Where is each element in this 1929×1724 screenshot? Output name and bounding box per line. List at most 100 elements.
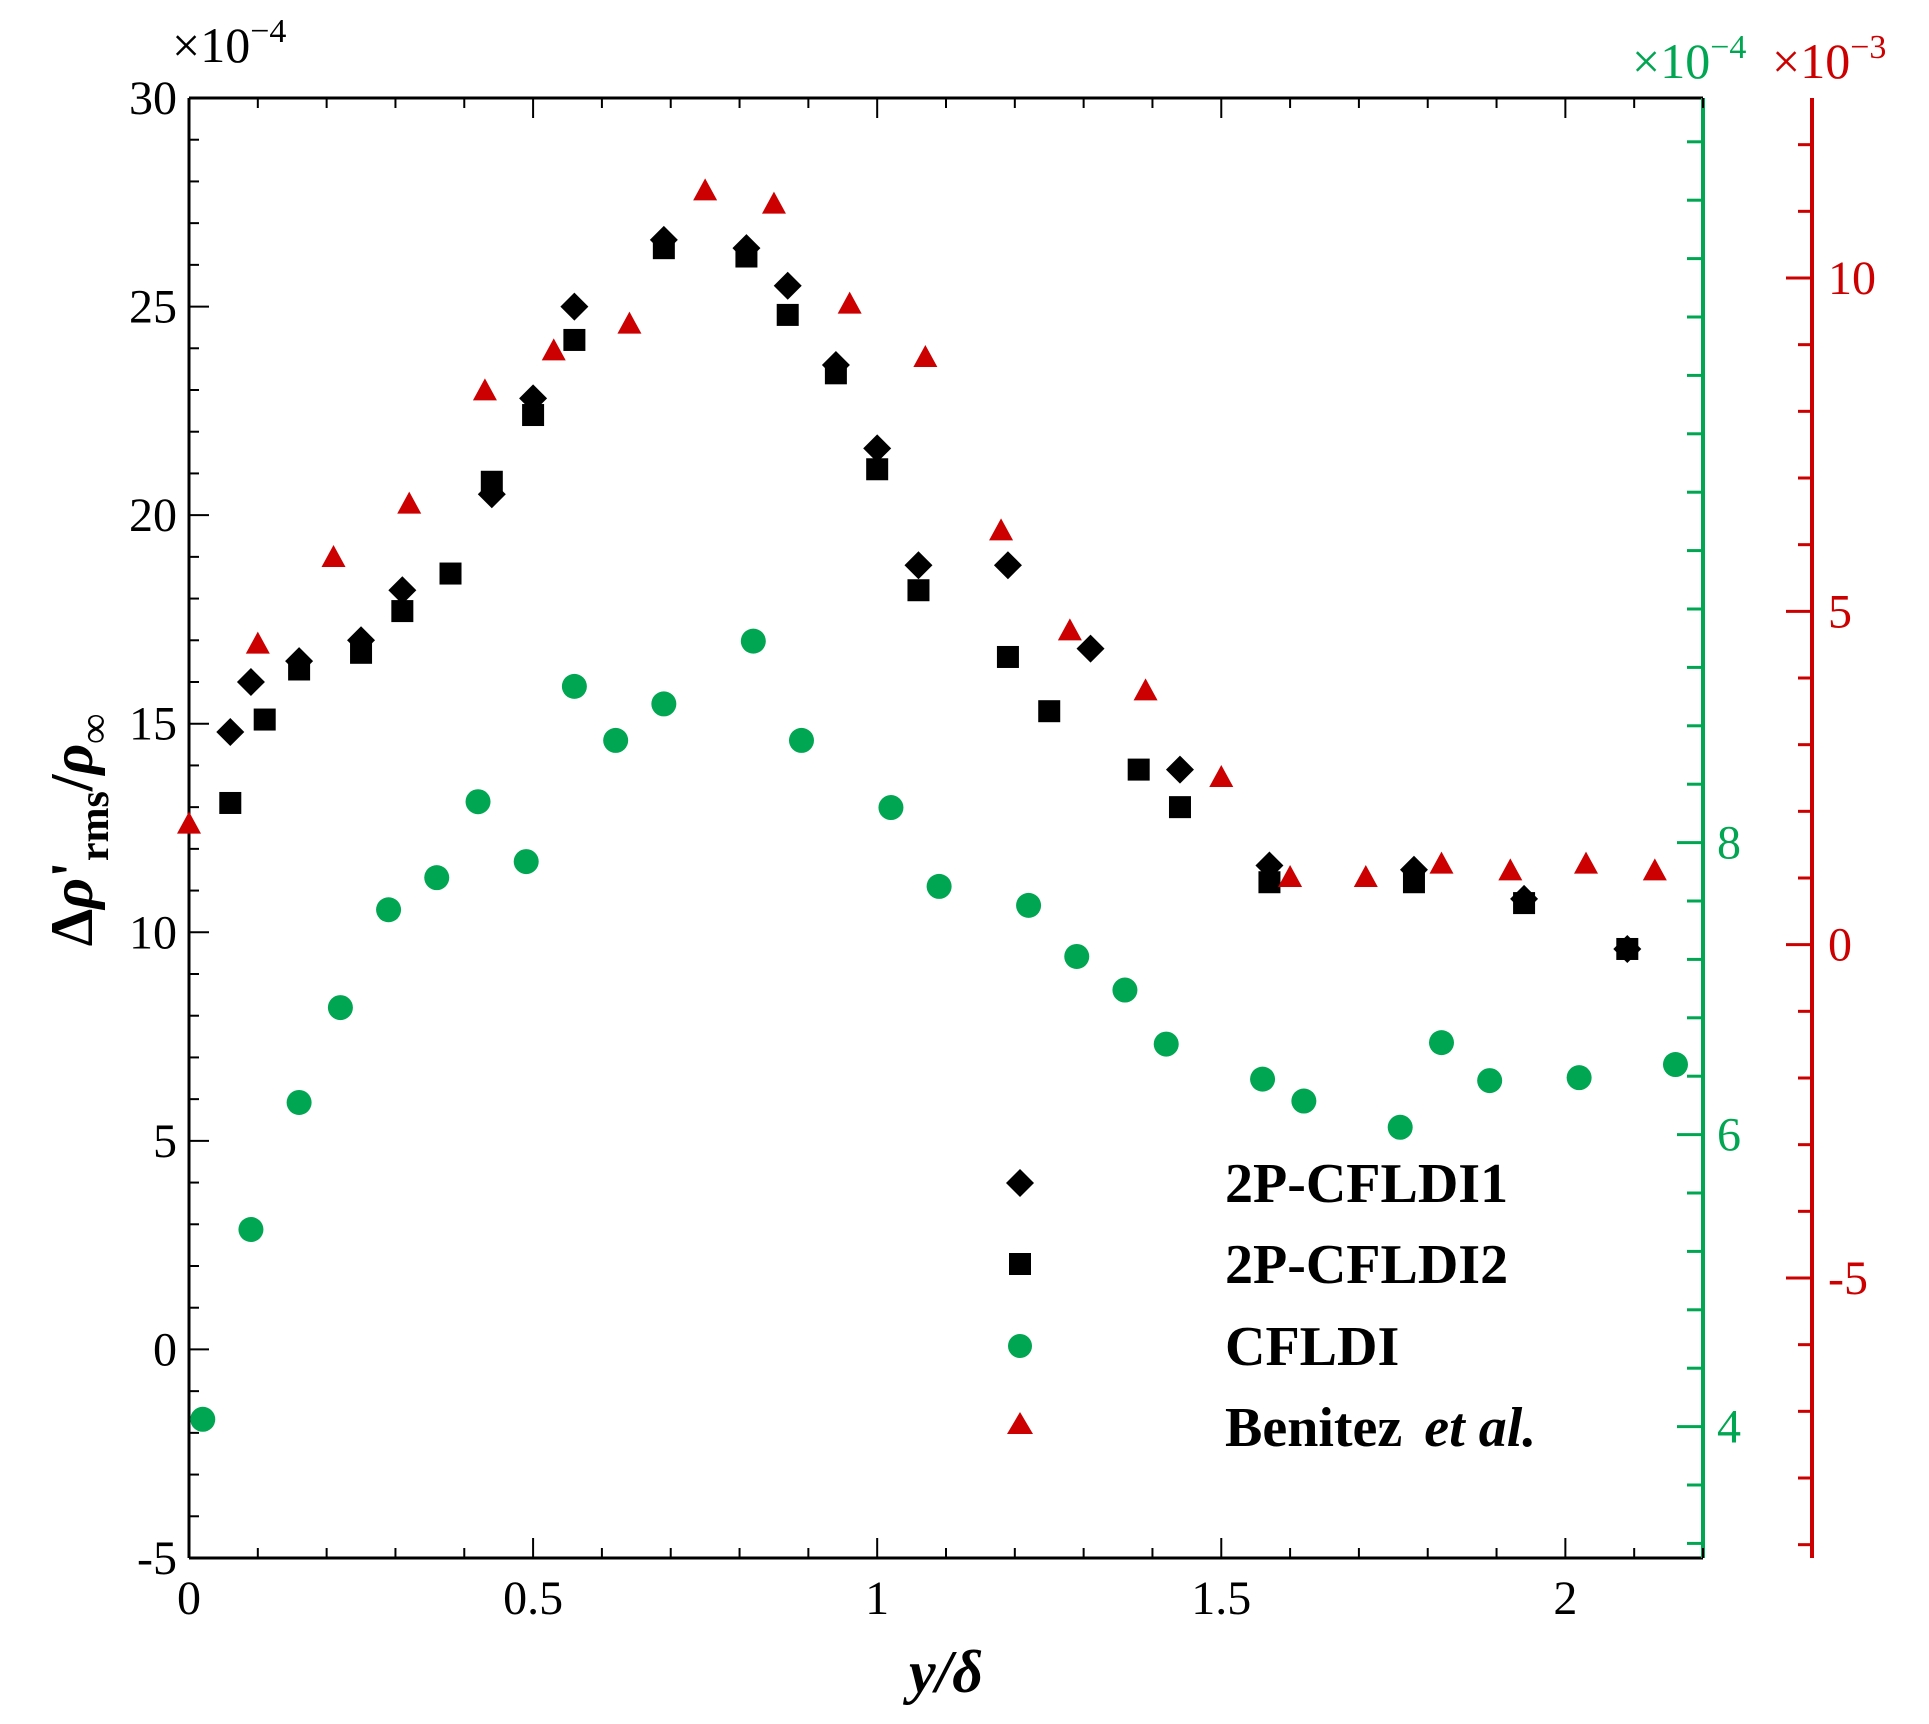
2p-cfldi1-point [773, 271, 802, 300]
cfldi-point [878, 795, 904, 821]
benitez-et-al-point [472, 378, 497, 401]
benitez-et-al-point [321, 545, 346, 567]
2p-cfldi2-point [776, 303, 799, 326]
2p-cfldi2-point [563, 328, 586, 351]
axis-ticks [188, 97, 1812, 1559]
y-green-tick-label: 8 [1717, 817, 1741, 870]
2p-cfldi2-point [907, 579, 930, 602]
benitez-et-al-point [1429, 851, 1454, 874]
cfldi-point [1387, 1114, 1413, 1140]
2p-cfldi1-point [560, 292, 589, 321]
2p-cfldi2-point [522, 404, 545, 427]
red-axis-multiplier: ×10−3 [1772, 29, 1886, 89]
benitez-et-al-point [397, 491, 422, 514]
cfldi-point [603, 727, 629, 753]
cfldi-point [327, 995, 353, 1021]
benitez-et-al-point [693, 178, 718, 201]
2p-cfldi2-point [1168, 796, 1191, 819]
benitez-et-al-point [1133, 678, 1158, 701]
cfldi-point [376, 897, 402, 923]
cfldi-point [1428, 1030, 1454, 1056]
benitez-et-al-point [1057, 618, 1082, 641]
cfldi-point [1477, 1068, 1503, 1094]
2p-cfldi2-point [439, 562, 462, 585]
2p-cfldi2-point [1513, 892, 1536, 915]
cfldi-point [1566, 1065, 1592, 1091]
x-tick-label: 0.5 [503, 1572, 563, 1625]
x-tick-label: 1.5 [1191, 1572, 1251, 1625]
cfldi-point [651, 691, 677, 717]
y-red-tick-label: 0 [1828, 919, 1852, 972]
y-left-tick-label: 5 [153, 1115, 177, 1168]
cfldi-point [513, 849, 539, 875]
x-tick-label: 2 [1553, 1572, 1577, 1625]
benitez-et-al-point [1574, 851, 1599, 874]
cfldi-point [424, 865, 450, 891]
x-tick-label: 1 [865, 1572, 889, 1625]
2p-cfldi2-point [391, 600, 414, 623]
2p-cfldi1-point [388, 576, 417, 605]
y-left-tick-label: 30 [129, 72, 177, 125]
2p-cfldi1-point [904, 551, 933, 580]
benitez-et-al-point [761, 191, 786, 214]
2p-cfldi1-point [863, 434, 892, 463]
y-axis-title: Δρ'rms/ρ∞ [39, 714, 118, 947]
2p-cfldi1-point [1165, 755, 1194, 784]
2p-cfldi2-point [480, 470, 503, 493]
cfldi-point [238, 1217, 264, 1242]
cfldi-point [465, 789, 491, 815]
y-green-tick-label: 6 [1717, 1109, 1741, 1162]
benitez-et-al-point [1642, 858, 1667, 881]
2p-cfldi2-point [652, 237, 675, 260]
legend-marker-circle [1008, 1334, 1032, 1358]
2p-cfldi1-point [216, 718, 245, 747]
green-axis-multiplier: ×10−4 [1632, 29, 1746, 89]
2p-cfldi1-point [993, 551, 1022, 580]
cfldi-point [561, 673, 587, 699]
cfldi-point [1064, 943, 1090, 969]
cfldi-point [788, 727, 814, 753]
benitez-et-al-point [1209, 765, 1234, 787]
legend-label-2p-cfldi2: 2P-CFLDI2 [1225, 1234, 1508, 1296]
2p-cfldi2-point [1402, 871, 1425, 894]
legend-marker-square [1009, 1253, 1031, 1275]
y-red-tick-label: -5 [1828, 1252, 1868, 1305]
2p-cfldi2-point [288, 658, 311, 681]
x-tick-label: 0 [177, 1572, 201, 1625]
cfldi-point [1112, 977, 1138, 1003]
2p-cfldi2-point [1038, 700, 1061, 723]
benitez-et-al-point [1278, 865, 1303, 887]
2p-cfldi2-point [253, 708, 276, 731]
cfldi-point [1291, 1088, 1317, 1114]
left-axis-multiplier: ×10−4 [172, 13, 286, 73]
cfldi-point [286, 1089, 312, 1115]
cfldi-point [1153, 1031, 1179, 1057]
legend-marker-triangle [1007, 1412, 1033, 1434]
2p-cfldi2-point [350, 641, 373, 664]
2p-cfldi2-point [996, 645, 1019, 668]
x-axis-title: y/δ [903, 1639, 983, 1705]
2p-cfldi1-point [1076, 634, 1105, 663]
y-red-tick-label: 10 [1828, 252, 1876, 305]
y-left-tick-label: 20 [129, 489, 177, 542]
cfldi-point [926, 873, 952, 899]
cfldi-point [1250, 1066, 1276, 1092]
y-left-tick-label: 15 [129, 698, 177, 751]
benitez-et-al-point [989, 518, 1014, 541]
legend-label-benitez: Benitez et al. [1225, 1397, 1536, 1459]
2p-cfldi2-point [1258, 871, 1281, 894]
2p-cfldi2-point [1127, 758, 1150, 781]
benitez-et-al-point [837, 291, 862, 314]
y-left-tick-label: 0 [153, 1323, 177, 1376]
legend-label-cfldi: CFLDI [1225, 1316, 1399, 1378]
cfldi-point [1662, 1052, 1688, 1078]
benitez-et-al-point [1498, 858, 1523, 881]
2p-cfldi2-point [1616, 937, 1639, 960]
benitez-et-al-point [913, 345, 938, 367]
y-left-tick-label: 10 [129, 906, 177, 959]
benitez-et-al-point [177, 811, 201, 834]
y-red-tick-label: 5 [1828, 585, 1852, 638]
benitez-et-al-point [617, 311, 642, 334]
